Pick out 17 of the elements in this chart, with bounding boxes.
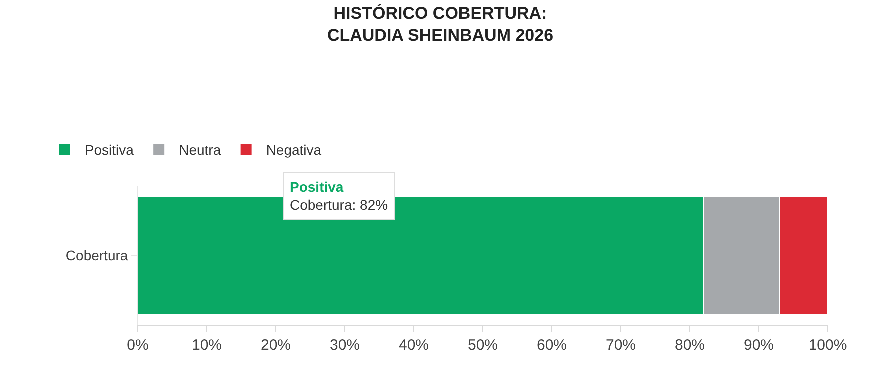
- x-tick-label: 70%: [606, 337, 636, 354]
- x-tick-label: 0%: [127, 337, 149, 354]
- y-tick-label: Cobertura: [66, 247, 128, 264]
- x-tick-label: 90%: [744, 337, 774, 354]
- legend-label: Neutra: [179, 142, 222, 158]
- x-tick-label: 30%: [330, 337, 360, 354]
- chart-title: HISTÓRICO COBERTURA: CLAUDIA SHEINBAUM 2026: [327, 2, 554, 45]
- x-tick-label: 10%: [192, 337, 222, 354]
- annotation: Positiva Cobertura: 82%: [290, 179, 388, 214]
- x-tick-label: 20%: [260, 337, 292, 354]
- x-tick-label: 40%: [398, 337, 430, 354]
- x-tick-label: 80%: [674, 337, 706, 354]
- legend-label: Negativa: [266, 142, 322, 158]
- legend-label: Positiva: [84, 142, 134, 158]
- x-tick-label: 50%: [468, 337, 498, 354]
- x-tick-label: 60%: [536, 337, 568, 354]
- x-tick-label: 100%: [808, 337, 848, 354]
